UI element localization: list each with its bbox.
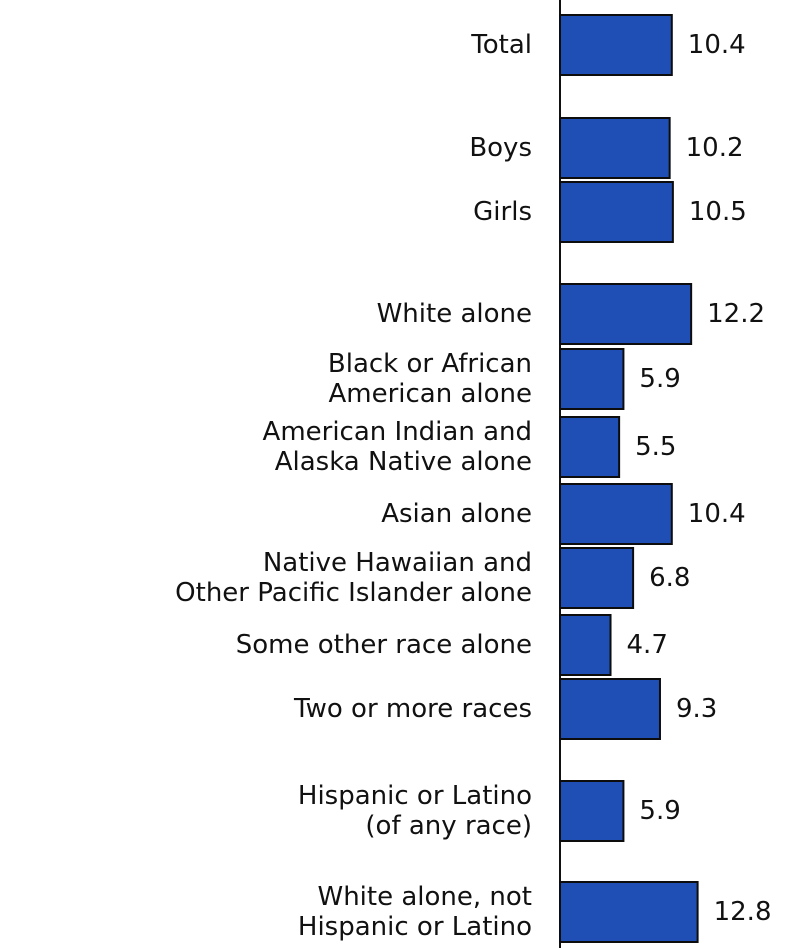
bar-7	[559, 547, 635, 609]
category-label-8: Some other race alone	[236, 630, 532, 660]
category-labels-layer: Total Boys Girls White alone Black or Africa…	[175, 30, 532, 942]
value-label-2: 10.5	[689, 197, 747, 227]
bar-4	[559, 348, 625, 410]
bar-9	[559, 678, 661, 740]
value-label-4: 5.9	[639, 364, 680, 394]
value-label-10: 5.9	[639, 796, 680, 826]
category-label-7-line-0: Native Hawaiian and	[263, 548, 532, 578]
category-label-11-line-0: White alone, not	[317, 882, 532, 912]
bar-5	[559, 416, 621, 478]
category-label-5-line-0: American Indian and	[263, 417, 532, 447]
category-label-4-line-1: American alone	[328, 379, 532, 409]
bar-1	[559, 117, 671, 179]
value-labels-layer: 10.4 10.2 10.5 12.2 5.9 5.5 10.4 6.8 4.7 9.3 5.9 12…	[627, 30, 772, 927]
bar-2	[559, 181, 674, 243]
bar-8	[559, 614, 612, 676]
value-label-7: 6.8	[649, 563, 690, 593]
value-label-8: 4.7	[627, 630, 668, 660]
bar-0	[559, 14, 673, 76]
category-label-6: Asian alone	[381, 499, 532, 529]
category-label-4-line-0: Black or African	[328, 349, 532, 379]
bars-layer	[559, 14, 699, 943]
value-label-11: 12.8	[714, 897, 772, 927]
category-label-9: Two or more races	[293, 694, 532, 724]
value-label-1: 10.2	[686, 133, 744, 163]
category-label-10-line-0: Hispanic or Latino	[298, 781, 532, 811]
value-label-5: 5.5	[635, 432, 676, 462]
category-label-2: Girls	[473, 197, 532, 227]
bar-11	[559, 881, 699, 943]
bar-3	[559, 283, 693, 345]
value-label-6: 10.4	[688, 499, 746, 529]
category-label-3: White alone	[377, 299, 532, 329]
value-label-3: 12.2	[707, 299, 765, 329]
category-label-1: Boys	[469, 133, 532, 163]
category-label-5-line-1: Alaska Native alone	[275, 447, 532, 477]
category-label-10-line-1: (of any race)	[365, 811, 532, 841]
value-label-0: 10.4	[688, 30, 746, 60]
category-label-11-line-1: Hispanic or Latino	[298, 912, 532, 942]
category-label-7-line-1: Other Pacific Islander alone	[175, 578, 532, 608]
category-label-0: Total	[470, 30, 532, 60]
value-label-9: 9.3	[676, 694, 717, 724]
bar-10	[559, 780, 625, 842]
bar-6	[559, 483, 673, 545]
